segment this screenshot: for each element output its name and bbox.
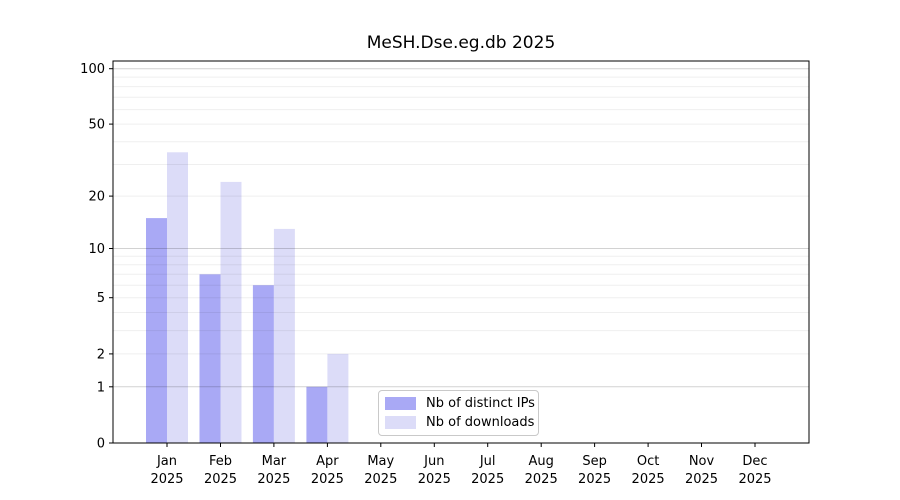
- bar-nb-of-downloads-mar: [273, 228, 295, 443]
- x-tick-label-month: Nov: [689, 454, 715, 469]
- x-tick-label-month: Apr: [316, 454, 339, 469]
- bar-nb-of-distinct-ips-mar: [252, 285, 274, 443]
- x-tick-label-year: 2025: [204, 472, 237, 487]
- y-tick-label: 100: [80, 62, 105, 77]
- x-tick-label-month: Oct: [637, 454, 659, 469]
- bar-nb-of-distinct-ips-feb: [199, 274, 221, 443]
- legend-item-downloads: Nb of downloads: [385, 415, 538, 430]
- x-tick-label-year: 2025: [311, 472, 344, 487]
- x-tick-label-month: Jun: [423, 454, 444, 469]
- plot-frame: [112, 60, 810, 444]
- x-tick-label-year: 2025: [578, 472, 611, 487]
- x-tick-label-year: 2025: [525, 472, 558, 487]
- legend-swatch-distinct-ips: [385, 396, 416, 410]
- x-tick-label-month: Mar: [262, 454, 287, 469]
- y-tick-label: 50: [88, 118, 105, 133]
- legend-label-downloads: Nb of downloads: [426, 415, 535, 431]
- x-tick-label-year: 2025: [738, 472, 771, 487]
- x-tick-label-month: Jul: [479, 454, 496, 469]
- y-tick-label: 10: [88, 242, 105, 257]
- legend-item-distinct-ips: Nb of distinct IPs: [385, 396, 538, 411]
- legend: Nb of distinct IPs Nb of downloads: [378, 390, 539, 436]
- x-tick-label-month: May: [367, 454, 394, 469]
- x-tick-label-year: 2025: [471, 472, 504, 487]
- legend-label-distinct-ips: Nb of distinct IPs: [426, 395, 535, 411]
- x-tick-label-year: 2025: [150, 472, 183, 487]
- x-tick-label-year: 2025: [418, 472, 451, 487]
- x-tick-label-month: Aug: [529, 454, 554, 469]
- x-tick-label-month: Jan: [156, 454, 177, 469]
- x-tick-label-month: Dec: [742, 454, 767, 469]
- y-tick-label: 1: [97, 380, 105, 395]
- y-tick-label: 20: [88, 190, 105, 205]
- y-tick-label: 2: [97, 347, 105, 362]
- y-tick-label: 0: [97, 437, 105, 452]
- bar-nb-of-distinct-ips-apr: [306, 386, 328, 443]
- x-tick-label-month: Feb: [209, 454, 232, 469]
- chart-title: MeSH.Dse.eg.db 2025: [366, 33, 556, 53]
- x-tick-label-year: 2025: [364, 472, 397, 487]
- x-tick-label-month: Sep: [582, 454, 607, 469]
- legend-swatch-downloads: [385, 416, 416, 430]
- bar-nb-of-downloads-apr: [327, 353, 349, 443]
- x-tick-label-year: 2025: [685, 472, 718, 487]
- x-tick-label-year: 2025: [257, 472, 290, 487]
- x-tick-label-year: 2025: [632, 472, 665, 487]
- y-tick-label: 5: [97, 291, 105, 306]
